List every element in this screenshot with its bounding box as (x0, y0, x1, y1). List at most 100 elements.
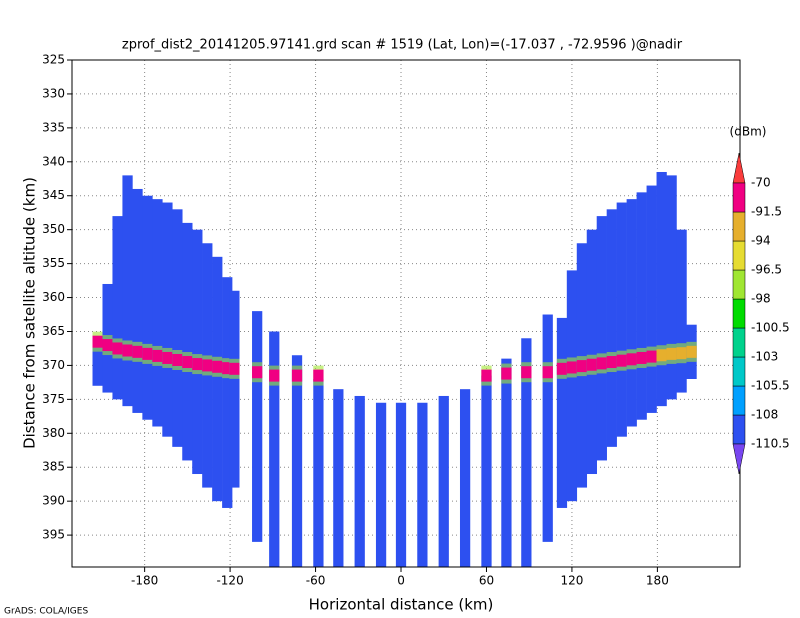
band-cell (291, 369, 303, 382)
colorbar-label: -96.5 (751, 263, 782, 277)
profile-column (542, 314, 553, 542)
y-tick-label: 370 (42, 358, 65, 372)
profile-column (354, 395, 365, 567)
y-tick-label: 350 (42, 222, 65, 236)
profile-column (501, 358, 512, 567)
profile-column (606, 209, 617, 447)
y-tick-label: 375 (42, 392, 65, 406)
y-tick-label: 325 (42, 53, 65, 67)
credit: GrADS: COLA/IGES (4, 607, 88, 617)
band-cell (676, 347, 687, 360)
x-axis-label: Horizontal distance (km) (309, 596, 494, 614)
colorbar-segment (732, 385, 746, 416)
y-tick-label: 340 (42, 154, 65, 168)
colorbar-segment (732, 356, 746, 387)
band-cell (202, 359, 213, 372)
profile-column (375, 402, 387, 567)
profile-column (636, 192, 647, 420)
profile-column (521, 338, 532, 567)
band-cell (576, 360, 588, 373)
band-cell (313, 369, 324, 382)
colorbar-label: -108 (751, 408, 778, 422)
profile-column (152, 199, 163, 427)
band-cell (606, 356, 617, 369)
profile-column (313, 378, 324, 567)
band-cell (92, 335, 103, 348)
band-cell (586, 358, 597, 371)
band-cell (636, 351, 647, 364)
profile-column (132, 188, 143, 413)
profile-column (172, 209, 183, 447)
colorbar-label: -103 (751, 350, 778, 364)
x-tick-label: -180 (131, 574, 158, 588)
x-tick-label: 0 (397, 574, 405, 588)
profile-column (626, 199, 637, 427)
profile-column (192, 229, 203, 475)
band-cell (132, 345, 143, 358)
colorbar-segment (732, 327, 746, 358)
y-tick-label: 395 (42, 528, 65, 542)
band-cell (122, 344, 133, 357)
profile-column (656, 171, 667, 407)
y-tick-label: 360 (42, 290, 65, 304)
band-cell (152, 349, 163, 362)
colorbar-segment (732, 269, 746, 300)
band-cell (566, 361, 578, 374)
colorbar-segment (732, 414, 746, 445)
colorbar-segment (732, 182, 746, 213)
band-cell (542, 366, 553, 379)
band-cell (616, 354, 627, 367)
band-cell (481, 369, 492, 382)
x-tick-label: -120 (216, 574, 243, 588)
profile-column (586, 229, 597, 475)
x-tick-label: -60 (306, 574, 326, 588)
profile-column (438, 395, 449, 567)
colorbar-label: -70 (751, 176, 771, 190)
profile-column (566, 270, 578, 502)
colorbar-segment (732, 298, 746, 329)
band-cell (501, 367, 512, 380)
colorbar-label: -98 (751, 292, 771, 306)
y-tick-label: 385 (42, 460, 65, 474)
y-tick-label: 355 (42, 256, 65, 270)
profile-column (616, 202, 627, 437)
profile-column (269, 331, 280, 567)
profile-column (112, 216, 123, 400)
profile-column (596, 216, 607, 461)
x-tick-label: 120 (560, 574, 583, 588)
y-axis-label: Distance from satellite altitude (km) (21, 177, 39, 449)
y-tick-label: 345 (42, 188, 65, 202)
band-cell (656, 349, 667, 362)
colorbar-label: -110.5 (751, 437, 790, 451)
band-cell (102, 339, 113, 352)
profile-column (229, 290, 240, 488)
band-cell (646, 350, 657, 363)
band-cell (112, 342, 123, 355)
profile-column (395, 402, 407, 567)
band-cell (521, 366, 532, 379)
profile-column (481, 375, 492, 567)
band-cell (686, 345, 697, 358)
band-cell (252, 366, 263, 379)
x-tick-label: 180 (646, 574, 669, 588)
band-cell (162, 351, 173, 364)
colorbar-segment (732, 240, 746, 271)
y-tick-label: 365 (42, 324, 65, 338)
band-cell (212, 360, 223, 373)
profile-column (291, 355, 303, 567)
band-cell (666, 347, 677, 360)
profile-column (212, 256, 223, 502)
colorbar-unit: (dBm) (730, 125, 767, 139)
profile-column (666, 175, 677, 400)
band-cell (172, 353, 183, 366)
profile-column (676, 229, 687, 393)
profile-column (162, 202, 173, 437)
y-tick-label: 330 (42, 86, 65, 100)
profile-column (142, 195, 153, 420)
y-tick-label: 390 (42, 494, 65, 508)
profile-column (222, 277, 233, 508)
colorbar-label: -105.5 (751, 379, 790, 393)
band-cell (142, 347, 153, 360)
colorbar-segment (732, 211, 746, 242)
